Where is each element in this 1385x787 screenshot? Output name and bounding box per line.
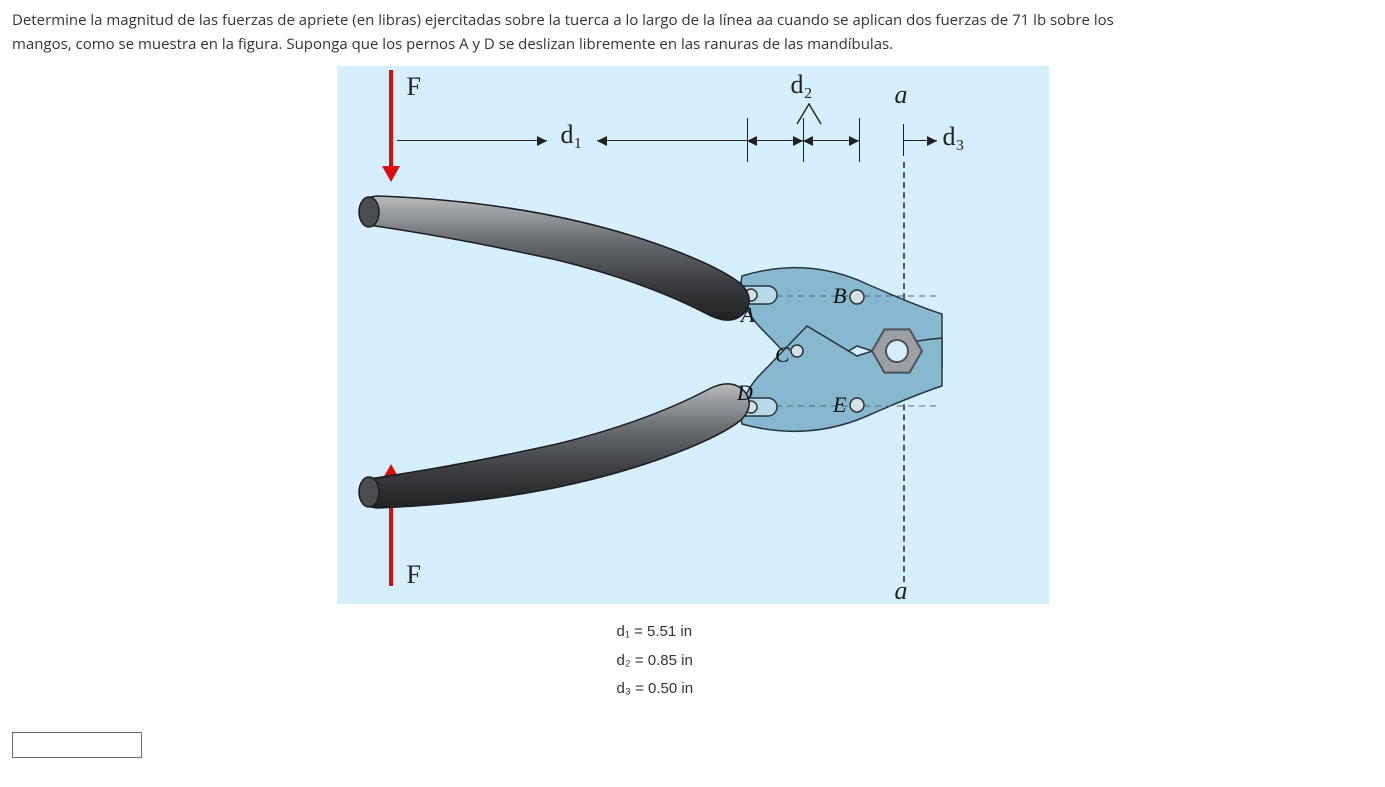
problem-line-1: Determine la magnitud de las fuerzas de … xyxy=(12,10,1114,30)
svg-text:D: D xyxy=(736,380,753,405)
svg-text:B: B xyxy=(833,283,846,308)
given-d1: d₁ = 5.51 in xyxy=(617,618,1049,647)
svg-text:C: C xyxy=(775,342,790,367)
figure: F F d₁ d₂ a d₃ a xyxy=(337,66,1049,604)
problem-line-2: mangos, como se muestra en la figura. Su… xyxy=(12,34,893,54)
svg-text:E: E xyxy=(832,392,847,417)
answer-input[interactable] xyxy=(12,732,142,758)
figure-container: F F d₁ d₂ a d₃ a xyxy=(12,66,1373,604)
problem-statement: Determine la magnitud de las fuerzas de … xyxy=(12,8,1373,56)
pliers-illustration: A B C D E xyxy=(337,66,1049,604)
given-d3: d₃ = 0.50 in xyxy=(617,675,1049,704)
svg-text:A: A xyxy=(739,302,755,327)
given-d2: d₂ = 0.85 in xyxy=(617,647,1049,676)
given-data: d₁ = 5.51 in d₂ = 0.85 in d₃ = 0.50 in xyxy=(337,618,1049,704)
